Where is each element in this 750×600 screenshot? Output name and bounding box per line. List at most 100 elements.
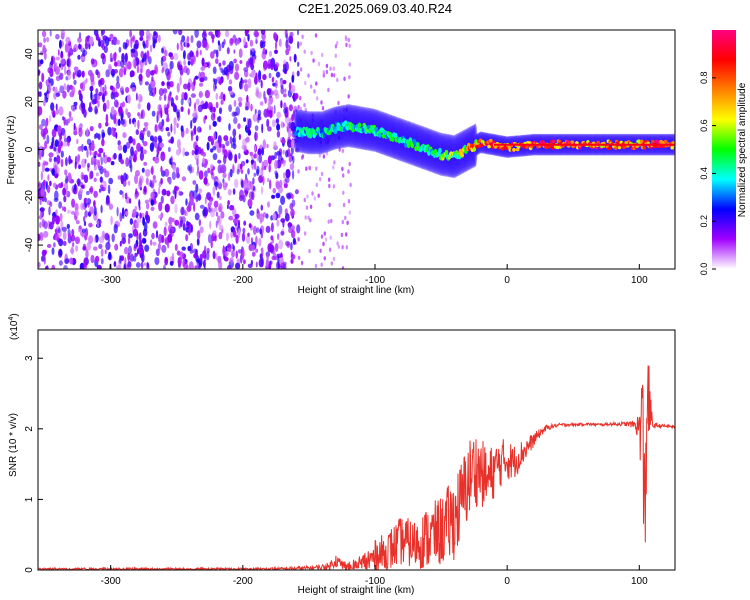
noise-speckle bbox=[312, 58, 315, 63]
page-title: C2E1.2025.069.03.40.R24 bbox=[298, 1, 452, 16]
signal-core bbox=[322, 132, 327, 138]
noise-speckle bbox=[130, 48, 136, 54]
noise-speckle bbox=[159, 142, 164, 148]
noise-speckle bbox=[280, 218, 286, 223]
noise-speckle bbox=[246, 180, 252, 191]
noise-speckle bbox=[229, 37, 234, 46]
noise-speckle bbox=[260, 204, 263, 211]
noise-speckle bbox=[229, 204, 235, 211]
noise-speckle bbox=[345, 107, 348, 112]
noise-speckle bbox=[53, 156, 57, 163]
spectrogram-x-label: Height of straight line (km) bbox=[298, 285, 415, 295]
noise-speckle bbox=[83, 145, 88, 151]
noise-speckle bbox=[226, 204, 229, 210]
noise-speckle bbox=[250, 49, 252, 56]
noise-speckle bbox=[107, 126, 112, 136]
noise-speckle bbox=[173, 52, 179, 61]
noise-speckle bbox=[186, 67, 190, 76]
noise-speckle bbox=[49, 30, 52, 37]
noise-speckle bbox=[182, 222, 186, 231]
noise-speckle bbox=[175, 109, 181, 115]
noise-speckle bbox=[258, 175, 264, 183]
signal-core bbox=[393, 132, 398, 138]
noise-speckle bbox=[79, 187, 83, 195]
noise-speckle bbox=[304, 215, 307, 220]
noise-speckle bbox=[217, 215, 220, 224]
noise-speckle bbox=[48, 221, 54, 230]
noise-speckle bbox=[271, 77, 274, 83]
noise-speckle bbox=[215, 253, 218, 261]
noise-speckle bbox=[223, 154, 227, 165]
noise-speckle bbox=[232, 188, 236, 195]
noise-speckle bbox=[112, 36, 118, 46]
noise-speckle bbox=[122, 132, 127, 139]
noise-speckle bbox=[342, 202, 346, 208]
noise-speckle bbox=[156, 146, 160, 156]
noise-speckle bbox=[164, 256, 169, 266]
noise-speckle bbox=[94, 150, 98, 156]
noise-speckle bbox=[278, 38, 282, 47]
noise-speckle bbox=[75, 245, 79, 252]
noise-speckle bbox=[192, 180, 197, 185]
noise-speckle bbox=[283, 93, 287, 98]
noise-speckle bbox=[111, 72, 115, 78]
noise-speckle bbox=[149, 91, 154, 97]
y-tick-label: 0 bbox=[24, 567, 35, 573]
noise-speckle bbox=[182, 147, 186, 158]
noise-speckle bbox=[297, 61, 300, 67]
noise-speckle bbox=[234, 63, 240, 72]
y-tick-label: 40 bbox=[24, 48, 35, 60]
noise-speckle bbox=[154, 140, 158, 149]
noise-speckle bbox=[114, 243, 119, 251]
noise-speckle bbox=[72, 242, 75, 247]
noise-speckle bbox=[249, 56, 254, 66]
noise-speckle bbox=[189, 249, 194, 254]
noise-speckle bbox=[146, 262, 149, 268]
noise-speckle bbox=[239, 163, 243, 170]
noise-speckle bbox=[159, 95, 162, 101]
noise-speckle bbox=[171, 217, 175, 223]
noise-speckle bbox=[195, 50, 199, 58]
noise-speckle bbox=[140, 261, 144, 269]
noise-speckle bbox=[127, 94, 131, 104]
y-tick-label: -20 bbox=[24, 190, 35, 205]
noise-speckle bbox=[38, 182, 43, 189]
noise-speckle bbox=[251, 251, 256, 257]
noise-speckle bbox=[161, 47, 164, 54]
noise-speckle bbox=[223, 181, 226, 187]
colorbar bbox=[712, 30, 736, 269]
noise-speckle bbox=[232, 230, 237, 238]
noise-speckle bbox=[156, 110, 160, 116]
noise-speckle bbox=[338, 147, 341, 152]
noise-speckle bbox=[78, 32, 82, 39]
noise-speckle bbox=[83, 220, 87, 227]
signal-core bbox=[489, 138, 493, 143]
noise-speckle bbox=[203, 63, 208, 68]
noise-speckle bbox=[275, 192, 281, 199]
noise-speckle bbox=[201, 31, 207, 40]
noise-speckle bbox=[48, 157, 53, 163]
noise-speckle bbox=[168, 216, 173, 225]
noise-speckle bbox=[215, 49, 219, 58]
noise-speckle bbox=[276, 111, 282, 119]
noise-speckle bbox=[119, 212, 123, 222]
noise-speckle bbox=[81, 70, 85, 78]
noise-speckle bbox=[287, 139, 293, 148]
noise-speckle bbox=[130, 146, 134, 157]
noise-speckle bbox=[93, 133, 97, 140]
noise-speckle bbox=[163, 226, 167, 237]
noise-speckle bbox=[66, 84, 71, 93]
noise-speckle bbox=[38, 124, 43, 130]
noise-speckle bbox=[290, 84, 296, 94]
noise-speckle bbox=[89, 126, 94, 132]
noise-speckle bbox=[58, 249, 63, 256]
noise-speckle bbox=[347, 94, 350, 99]
noise-speckle bbox=[153, 136, 158, 143]
noise-speckle bbox=[262, 212, 267, 218]
noise-speckle bbox=[277, 154, 283, 162]
signal-core bbox=[515, 147, 520, 152]
noise-speckle bbox=[63, 240, 67, 246]
noise-speckle bbox=[145, 39, 149, 49]
noise-speckle bbox=[146, 50, 150, 60]
noise-speckle bbox=[213, 207, 218, 213]
